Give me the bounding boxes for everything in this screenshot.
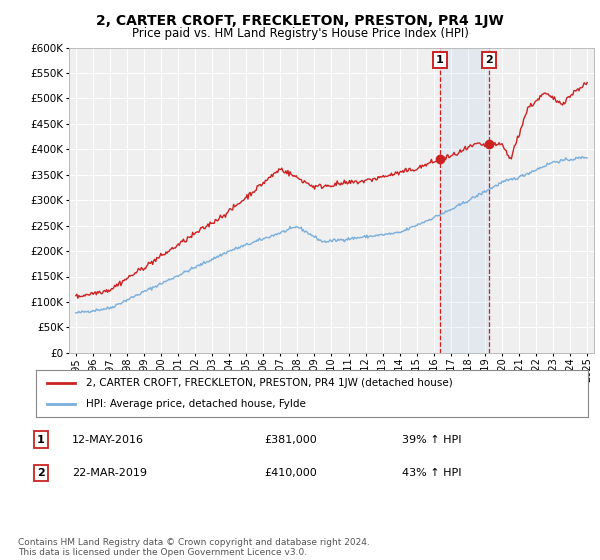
Text: 39% ↑ HPI: 39% ↑ HPI: [402, 435, 461, 445]
Text: 2, CARTER CROFT, FRECKLETON, PRESTON, PR4 1JW (detached house): 2, CARTER CROFT, FRECKLETON, PRESTON, PR…: [86, 378, 452, 388]
Text: 1: 1: [37, 435, 44, 445]
Bar: [440, 48, 488, 353]
Text: Contains HM Land Registry data © Crown copyright and database right 2024.
This d: Contains HM Land Registry data © Crown c…: [18, 538, 370, 557]
Text: £410,000: £410,000: [264, 468, 317, 478]
Text: HPI: Average price, detached house, Fylde: HPI: Average price, detached house, Fyld…: [86, 399, 305, 409]
Text: 1: 1: [436, 55, 444, 66]
Text: 22-MAR-2019: 22-MAR-2019: [72, 468, 147, 478]
Text: 2, CARTER CROFT, FRECKLETON, PRESTON, PR4 1JW: 2, CARTER CROFT, FRECKLETON, PRESTON, PR…: [96, 14, 504, 28]
Text: 43% ↑ HPI: 43% ↑ HPI: [402, 468, 461, 478]
Text: 12-MAY-2016: 12-MAY-2016: [72, 435, 144, 445]
Text: Price paid vs. HM Land Registry's House Price Index (HPI): Price paid vs. HM Land Registry's House …: [131, 27, 469, 40]
Text: 2: 2: [485, 55, 493, 66]
Text: £381,000: £381,000: [264, 435, 317, 445]
Text: 2: 2: [37, 468, 44, 478]
